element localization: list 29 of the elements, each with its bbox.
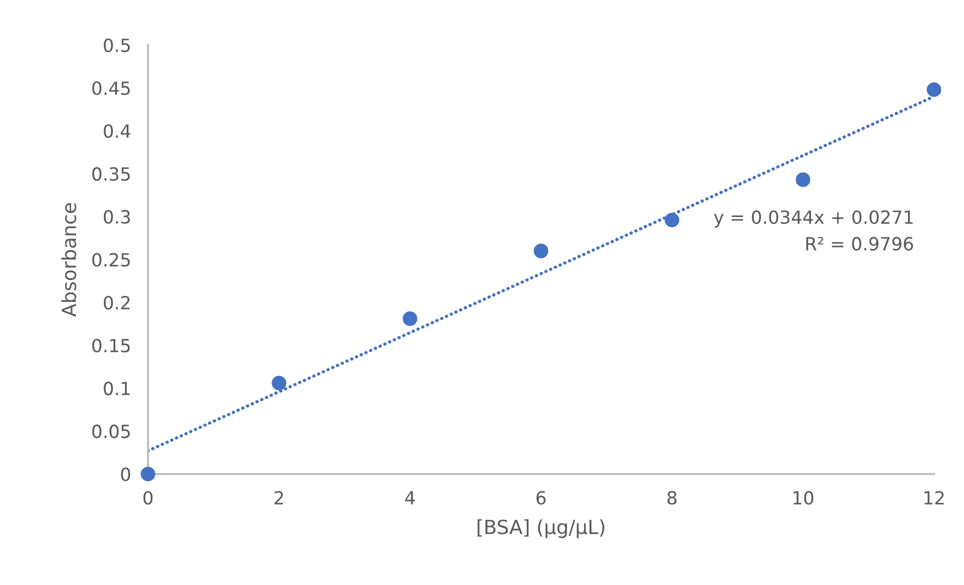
x-tick-label: 8 bbox=[667, 490, 677, 505]
point bbox=[534, 244, 548, 258]
annotation: R² = 0.9796 bbox=[806, 236, 913, 251]
point bbox=[926, 82, 942, 97]
y-tick-label: 0.45 bbox=[92, 81, 130, 96]
point bbox=[140, 466, 156, 482]
point bbox=[796, 172, 810, 187]
y-tick-label: 0.35 bbox=[92, 167, 130, 181]
point bbox=[272, 376, 286, 390]
x-tick-label: 2 bbox=[274, 490, 283, 504]
point bbox=[664, 212, 680, 228]
y-tick-label: 0.5 bbox=[104, 38, 130, 52]
point bbox=[402, 311, 418, 326]
x-tick-label: 4 bbox=[405, 491, 415, 504]
y-axis-title: Absorbance bbox=[61, 203, 76, 317]
x-tick-label: 12 bbox=[924, 490, 944, 504]
y-tick-label: 0.3 bbox=[104, 210, 130, 224]
x-tick-label: 6 bbox=[536, 490, 546, 505]
x-tick-label: 0 bbox=[143, 490, 153, 505]
y-tick-label: 0.1 bbox=[104, 382, 130, 396]
y-tick-label: 0.4 bbox=[104, 124, 130, 138]
y-tick-label: 0 bbox=[121, 467, 130, 482]
x-tick-label: 10 bbox=[793, 490, 814, 505]
y-tick-label: 0.15 bbox=[92, 338, 130, 352]
y-tick-label: 0.05 bbox=[92, 424, 130, 438]
y-tick-label: 0.2 bbox=[104, 296, 130, 310]
y-tick-label: 0.25 bbox=[92, 252, 130, 267]
annotation: y = 0.0344x + 0.0271 bbox=[714, 210, 913, 228]
x-axis-title: [BSA] (μg/μL) bbox=[478, 519, 604, 538]
